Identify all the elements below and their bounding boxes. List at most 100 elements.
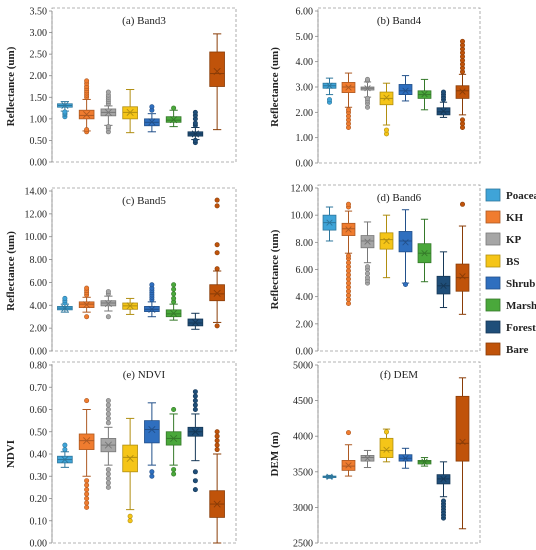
mean-marker xyxy=(191,130,199,138)
panel-title: (c) Band5 xyxy=(122,195,166,207)
outlier-point xyxy=(149,104,155,110)
mean-marker xyxy=(421,90,428,98)
panel-6: 2500 3000 3500 4000 4500 5000 DEM (m) (f) DEM xyxy=(269,361,481,550)
legend-swatch-kp xyxy=(485,232,501,246)
outlier-point xyxy=(326,97,332,103)
box-shrub xyxy=(144,282,160,318)
box-kh xyxy=(78,398,95,510)
y-tick-label: 4.00 xyxy=(30,301,48,312)
legend-swatch-marsh xyxy=(485,298,501,312)
outlier-point xyxy=(171,291,177,297)
y-tick-label: 3500 xyxy=(293,467,313,478)
outlier-point xyxy=(364,95,370,101)
mean-marker xyxy=(364,85,371,92)
outlier-point xyxy=(364,76,370,82)
box-bs xyxy=(122,417,138,524)
box-shrub xyxy=(398,447,413,469)
panel-4: 0.00 2.00 4.00 6.00 8.00 10.00 12.00 Reflectanc… xyxy=(269,184,481,358)
y-tick-label: 5.00 xyxy=(296,32,314,43)
mean-marker xyxy=(104,299,112,308)
legend-label-marsh: Marsh xyxy=(506,300,536,312)
outlier-point xyxy=(149,473,155,479)
outlier-point xyxy=(149,282,155,288)
box-body xyxy=(78,433,95,450)
box-poaceae xyxy=(57,442,73,468)
y-tick-label: 2.00 xyxy=(30,71,48,82)
mean-marker xyxy=(326,82,333,89)
box-bare xyxy=(209,429,225,544)
legend-label-shrub: Shrub xyxy=(506,278,535,290)
outlier-point xyxy=(105,406,111,412)
box-kh xyxy=(341,201,356,306)
panel-title: (d) Band6 xyxy=(377,192,422,204)
mean-marker xyxy=(83,110,91,119)
outlier-point xyxy=(105,314,111,320)
y-tick-label: 6.00 xyxy=(30,278,48,289)
outlier-point xyxy=(345,201,351,207)
mean-marker xyxy=(83,437,91,445)
outlier-point xyxy=(345,107,351,113)
outlier-point xyxy=(192,402,198,408)
outlier-point xyxy=(364,264,370,270)
outlier-point xyxy=(84,285,90,291)
outlier-point xyxy=(214,323,220,329)
box-poaceae xyxy=(57,101,73,120)
outlier-point xyxy=(105,124,111,130)
mean-marker xyxy=(402,239,409,246)
outlier-point xyxy=(345,288,351,294)
outlier-point xyxy=(364,275,370,281)
outlier-point xyxy=(459,38,465,44)
box-body xyxy=(398,231,413,253)
outlier-point xyxy=(192,109,198,115)
y-tick-label: 1.00 xyxy=(30,114,48,125)
box-bs xyxy=(379,428,394,463)
mean-marker xyxy=(126,302,134,310)
outlier-point xyxy=(105,467,111,473)
box-forest xyxy=(187,109,204,146)
mean-marker xyxy=(170,309,178,317)
y-tick-label: 0.50 xyxy=(30,136,48,147)
panel-frame xyxy=(51,187,237,352)
y-tick-label: 1.50 xyxy=(30,93,48,104)
outlier-point xyxy=(214,442,220,448)
y-tick-label: 3.00 xyxy=(30,28,48,39)
y-tick-label: 5000 xyxy=(293,361,313,372)
mean-marker xyxy=(104,441,112,449)
outlier-point xyxy=(105,398,111,404)
y-tick-label: 12.00 xyxy=(25,209,48,220)
outlier-point xyxy=(171,282,177,288)
y-tick-label: 6.00 xyxy=(296,7,314,18)
outlier-point xyxy=(345,268,351,274)
outlier-point xyxy=(105,475,111,481)
outlier-point xyxy=(345,280,351,286)
legend-label-bs: BS xyxy=(506,256,519,268)
y-tick-label: 0.00 xyxy=(30,539,48,550)
box-kh xyxy=(341,72,356,131)
y-tick-label: 4500 xyxy=(293,396,313,407)
y-tick-label: 8.00 xyxy=(30,255,48,266)
y-tick-label: 3000 xyxy=(293,503,313,514)
outlier-point xyxy=(192,137,198,143)
y-axis-label: Reflectance (um) xyxy=(269,47,281,127)
outlier-point xyxy=(84,495,90,501)
outlier-point xyxy=(214,447,220,453)
mean-marker xyxy=(440,475,447,483)
y-tick-label: 0.20 xyxy=(30,494,48,505)
box-marsh xyxy=(165,406,182,477)
outlier-point xyxy=(459,201,465,207)
box-forest xyxy=(436,461,451,521)
outlier-point xyxy=(149,469,155,475)
box-body xyxy=(144,420,160,444)
box-kh xyxy=(78,78,95,135)
mean-marker xyxy=(440,107,447,115)
legend-label-kh: KH xyxy=(506,212,524,224)
outlier-point xyxy=(105,471,111,477)
mean-marker xyxy=(383,94,390,101)
mean-marker xyxy=(345,462,352,469)
y-tick-label: 0.60 xyxy=(30,405,48,416)
outlier-point xyxy=(84,482,90,488)
box-marsh xyxy=(165,282,182,321)
outlier-point xyxy=(84,127,90,133)
outlier-point xyxy=(345,430,351,436)
